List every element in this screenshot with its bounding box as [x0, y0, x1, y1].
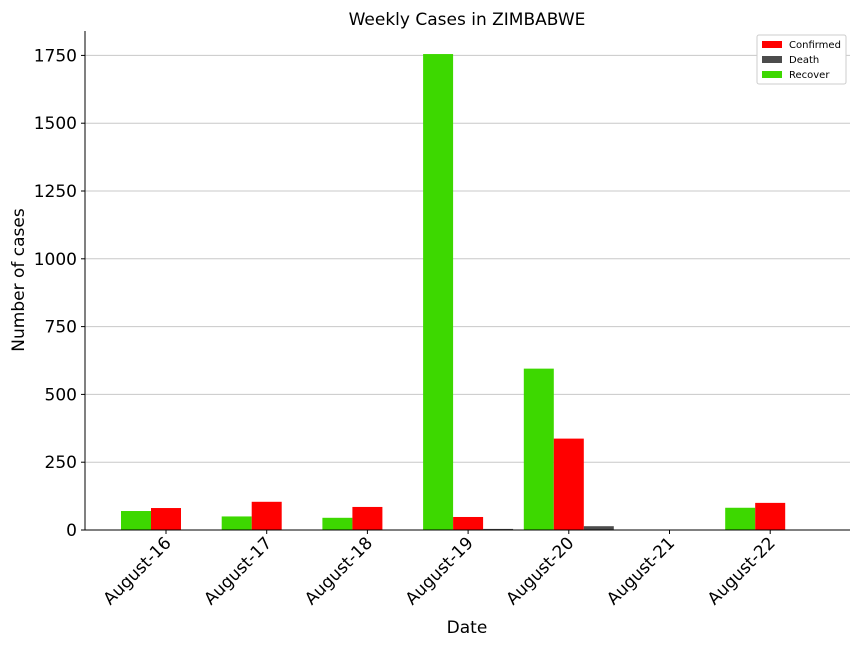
legend: Confirmed Death Recover: [756, 34, 847, 85]
bar-confirmed: [453, 516, 484, 530]
bar-confirmed: [755, 502, 786, 530]
y-tick-label: 1500: [34, 114, 77, 134]
chart-title: Weekly Cases in ZIMBABWE: [349, 10, 586, 30]
bar-recover: [523, 368, 554, 530]
x-ticks: August-16 August-17 August-18 August-19 Augu…: [100, 530, 780, 609]
x-axis-label: Date: [447, 618, 488, 638]
bar-confirmed: [352, 506, 383, 530]
legend-swatch-death: [762, 56, 782, 63]
y-tick-label: 0: [66, 521, 77, 541]
x-tick-label: August-20: [502, 533, 578, 609]
legend-swatch-recover: [762, 71, 782, 78]
x-tick-label: August-16: [100, 533, 176, 609]
y-tick-label: 250: [45, 453, 77, 473]
grid-lines: [85, 54, 850, 463]
bars: [121, 54, 786, 530]
y-tick-label: 500: [45, 385, 77, 405]
legend-label-recover: Recover: [789, 70, 830, 81]
y-tick-label: 1250: [34, 182, 77, 202]
bar-death: [583, 526, 614, 530]
bar-confirmed: [251, 501, 282, 530]
y-tick-label: 750: [45, 318, 77, 338]
bar-recover: [322, 517, 353, 530]
bar-death: [483, 528, 514, 530]
axes: [84, 31, 850, 531]
legend-swatch-confirmed: [762, 41, 782, 48]
y-axis-label: Number of cases: [9, 208, 29, 352]
bar-confirmed: [553, 438, 584, 530]
x-tick-label: August-19: [402, 533, 478, 609]
x-tick-label: August-22: [704, 533, 780, 609]
bar-recover: [725, 507, 756, 530]
x-tick-label: August-17: [200, 533, 276, 609]
bar-recover: [423, 54, 454, 530]
bar-recover: [221, 516, 252, 530]
x-tick-label: August-18: [301, 533, 377, 609]
y-tick-label: 1000: [34, 250, 77, 270]
legend-label-death: Death: [789, 55, 819, 66]
x-tick-label: August-21: [603, 533, 679, 609]
y-tick-label: 1750: [34, 46, 77, 66]
y-ticks: 0 250 500 750 1000 1250 1500 1750: [34, 46, 85, 541]
bar-confirmed: [151, 508, 181, 530]
legend-label-confirmed: Confirmed: [789, 40, 841, 51]
bar-recover: [121, 511, 151, 530]
